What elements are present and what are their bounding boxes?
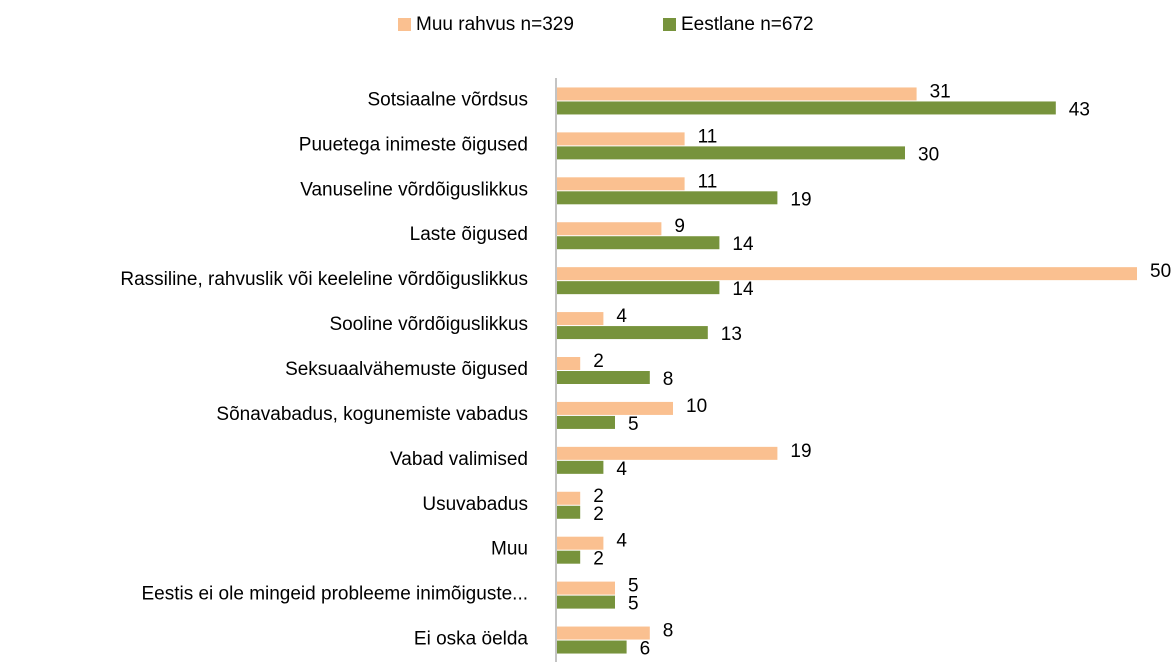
value-label: 14 — [732, 279, 754, 300]
value-label: 2 — [593, 351, 604, 372]
bar — [557, 222, 662, 236]
bar — [557, 236, 720, 250]
value-label: 10 — [686, 396, 707, 417]
bar — [557, 132, 685, 146]
category-label: Puuetega inimeste õigused — [299, 134, 528, 155]
bar — [557, 191, 778, 205]
category-label: Sooline võrdõiguslikkus — [329, 314, 528, 335]
bar — [557, 536, 604, 550]
category-label: Vabad valimised — [390, 449, 528, 470]
value-label: 2 — [593, 504, 604, 525]
category-label: Eestis ei ole mingeid probleeme inimõigu… — [141, 584, 528, 605]
bar — [557, 550, 581, 564]
value-label: 2 — [593, 549, 604, 570]
category-label: Muu — [491, 539, 528, 560]
bar — [557, 357, 581, 370]
legend-swatch — [398, 18, 411, 31]
value-label: 9 — [674, 216, 685, 237]
category-label: Vanuseline võrdõiguslikkus — [300, 179, 528, 200]
bar — [557, 446, 778, 460]
value-label: 43 — [1069, 99, 1090, 120]
value-label: 2 — [593, 486, 604, 507]
value-label: 4 — [616, 306, 627, 327]
value-label: 5 — [628, 576, 639, 597]
bar — [557, 326, 708, 340]
bar — [557, 491, 581, 505]
value-label: 6 — [640, 639, 651, 660]
bar — [557, 581, 615, 595]
category-label: Seksuaalvähemuste õigused — [285, 359, 528, 380]
category-label: Usuvabadus — [422, 494, 528, 515]
category-label: Rassiline, rahvuslik või keeleline võrdõ… — [120, 269, 528, 290]
value-label: 14 — [732, 234, 754, 255]
value-label: 8 — [663, 369, 674, 390]
category-label: Laste õigused — [410, 224, 528, 245]
value-label: 19 — [790, 441, 811, 462]
category-label: Ei oska öelda — [414, 629, 529, 650]
bar — [557, 626, 650, 640]
value-label: 19 — [790, 189, 811, 210]
bar — [557, 460, 604, 474]
bar — [557, 281, 720, 295]
bar — [557, 505, 581, 519]
value-label: 5 — [628, 414, 639, 435]
legend-label: Muu rahvus n=329 — [416, 14, 574, 35]
category-label: Sõnavabadus, kogunemiste vabadus — [216, 404, 528, 425]
value-label: 11 — [698, 126, 718, 147]
legend-label: Eestlane n=672 — [681, 14, 814, 35]
bar — [557, 146, 905, 160]
bar — [557, 595, 615, 609]
value-label: 11 — [698, 171, 718, 192]
value-label: 30 — [918, 144, 939, 165]
value-label: 5 — [628, 594, 639, 615]
legend-swatch — [663, 18, 676, 31]
bar — [557, 177, 685, 191]
value-label: 4 — [616, 459, 627, 480]
value-label: 50 — [1150, 261, 1171, 282]
bar — [557, 87, 917, 101]
value-label: 8 — [663, 621, 674, 642]
value-label: 31 — [930, 81, 951, 102]
bar — [557, 415, 615, 429]
category-label: Sotsiaalne võrdsus — [367, 89, 528, 110]
value-label: 4 — [616, 531, 627, 552]
bar — [557, 312, 604, 326]
bar — [557, 640, 627, 654]
bar — [557, 101, 1056, 115]
bar — [557, 267, 1137, 281]
bar — [557, 401, 673, 415]
value-label: 13 — [721, 324, 742, 345]
bar — [557, 371, 650, 384]
